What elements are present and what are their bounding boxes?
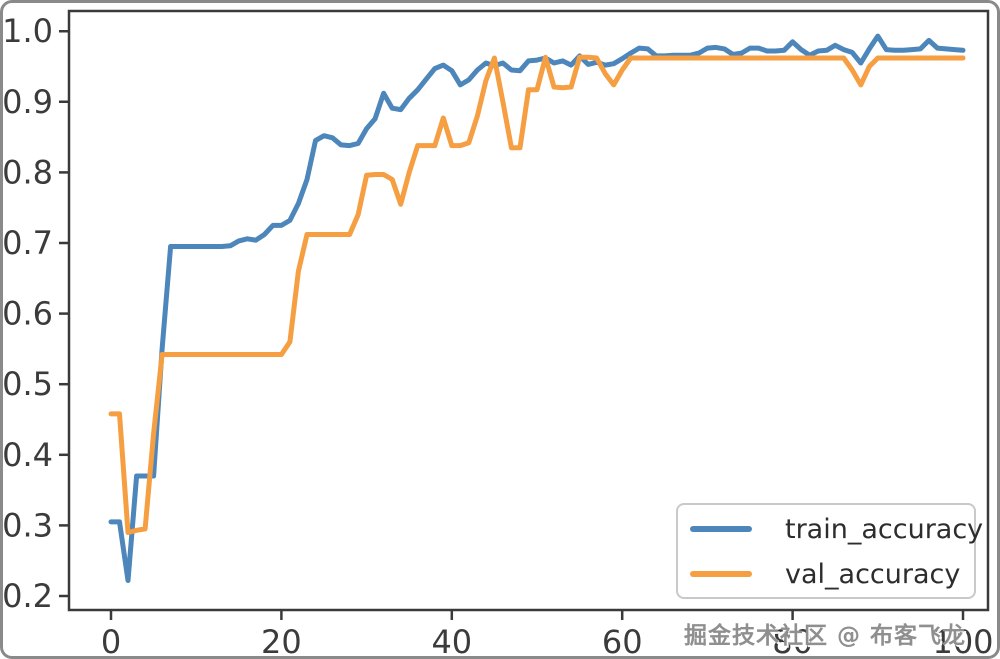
y-tick-label: 0.4 — [3, 436, 53, 474]
x-tick-label: 40 — [431, 623, 472, 659]
y-tick-label: 0.8 — [3, 153, 53, 191]
legend-label-train: train_accuracy — [785, 513, 984, 545]
x-tick-label: 20 — [261, 623, 302, 659]
y-tick-label: 0.6 — [3, 295, 53, 333]
y-tick-label: 0.9 — [3, 83, 53, 121]
val-line-swatch — [690, 571, 752, 577]
y-tick-label: 0.3 — [3, 506, 53, 544]
y-tick-label: 1.0 — [3, 12, 53, 50]
y-tick-label: 0.5 — [3, 365, 53, 403]
train_accuracy-line — [108, 33, 966, 583]
x-tick-label: 0 — [101, 623, 121, 659]
train-line-swatch — [690, 526, 752, 532]
x-tick-label: 80 — [772, 623, 813, 659]
plot-spines — [67, 9, 990, 612]
legend-label-val: val_accuracy — [785, 558, 961, 590]
x-tick-label: 100 — [932, 623, 993, 659]
legend-box: train_accuracy val_accuracy — [676, 503, 983, 599]
x-tick-label: 60 — [602, 623, 643, 659]
watermark-text: 掘金技术社区 @ 布客飞龙 — [684, 623, 967, 649]
accuracy-chart-svg: 0.2 0.3 0.4 0.5 0.6 0.7 0.8 0.9 1.0 0 20 40 60 80 100 — [3, 9, 994, 659]
val_accuracy-line — [108, 54, 966, 535]
y-tick-label: 0.2 — [3, 577, 53, 615]
legend-item-train: train_accuracy — [678, 507, 983, 551]
legend-item-val: val_accuracy — [678, 552, 974, 596]
y-tick-label: 0.7 — [3, 224, 53, 262]
